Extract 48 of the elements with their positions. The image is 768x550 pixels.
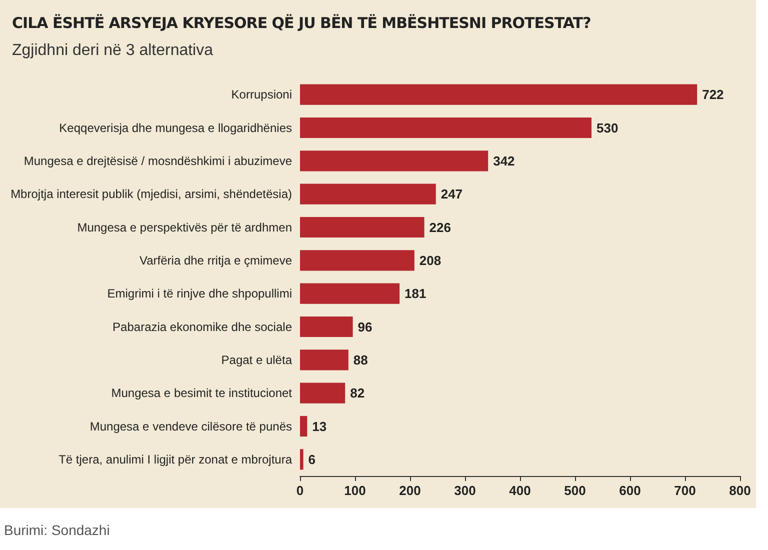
data-label: 530: [596, 120, 618, 136]
x-tick-label: 0: [296, 483, 304, 498]
bar: [300, 416, 308, 437]
x-tick-label: 200: [399, 483, 421, 498]
bar: [300, 382, 346, 404]
x-tick-label: 700: [674, 483, 696, 498]
bar: [300, 184, 436, 204]
y-tick-label: Mungesa e besimit te institucionet: [111, 386, 293, 400]
data-label: 181: [404, 286, 426, 302]
bar: [300, 117, 592, 138]
text: Burimi: Sondazhi: [4, 522, 110, 538]
y-tick-label: Korrupsioni: [231, 88, 292, 102]
y-tick-label: Pagat e ulëta: [221, 352, 292, 367]
y-tick-label: Mungesa e perspektivës për të ardhmen: [77, 220, 292, 234]
x-tick-label: 400: [509, 483, 531, 498]
data-label: 82: [350, 386, 365, 401]
y-tick-label: Mbrojtja interesit publik (mjedisi, arsimi, shëndetësia): [10, 187, 292, 202]
y-tick-label: Mungesa e drejtësisë / mosndëshkimi i abuzimeve: [24, 154, 292, 168]
x-tick-label: 800: [729, 483, 751, 498]
bar: [300, 150, 488, 172]
y-tick-label: Pabarazia ekonomike dhe sociale: [112, 320, 292, 334]
data-label: 226: [429, 220, 452, 235]
bar: [300, 250, 414, 271]
data-label: 342: [493, 153, 515, 168]
data-label: 247: [440, 186, 463, 202]
x-tick-label: 300: [454, 483, 476, 498]
data-label: 722: [702, 87, 724, 102]
data-label: 13: [312, 418, 327, 434]
x-tick-label: 100: [344, 483, 366, 498]
text: Zgjidhni deri në 3 alternativa: [12, 42, 214, 60]
y-tick-label: Emigrimi i të rinjve dhe shpopullimi: [107, 286, 292, 301]
y-tick-label: Të tjera, anulimi I ligjit për zonat e mbrojtura: [58, 452, 292, 466]
bar: [300, 283, 400, 304]
bar: [300, 449, 304, 470]
bar: [300, 350, 348, 370]
x-tick-label: 600: [619, 483, 641, 498]
x-tick-label: 500: [564, 483, 586, 498]
data-label: 88: [353, 352, 368, 368]
data-label: 96: [358, 319, 372, 334]
bar: [300, 84, 698, 105]
y-tick-label: Mungesa e vendeve cilësore të punës: [90, 419, 292, 434]
y-tick-label: Keqqeverisja dhe mungesa e llogaridhënies: [59, 120, 292, 135]
data-label: 208: [419, 252, 442, 268]
y-tick-label: Varfëria dhe rritja e çmimeve: [140, 253, 292, 268]
chart-title: CILA ËSHTË ARSYEJA KRYESORE QË JU BËN TË MBËSHTESNI PROTESTAT?: [12, 14, 591, 32]
bar: [300, 316, 353, 338]
data-label: 6: [308, 452, 316, 467]
bar: [300, 216, 424, 238]
